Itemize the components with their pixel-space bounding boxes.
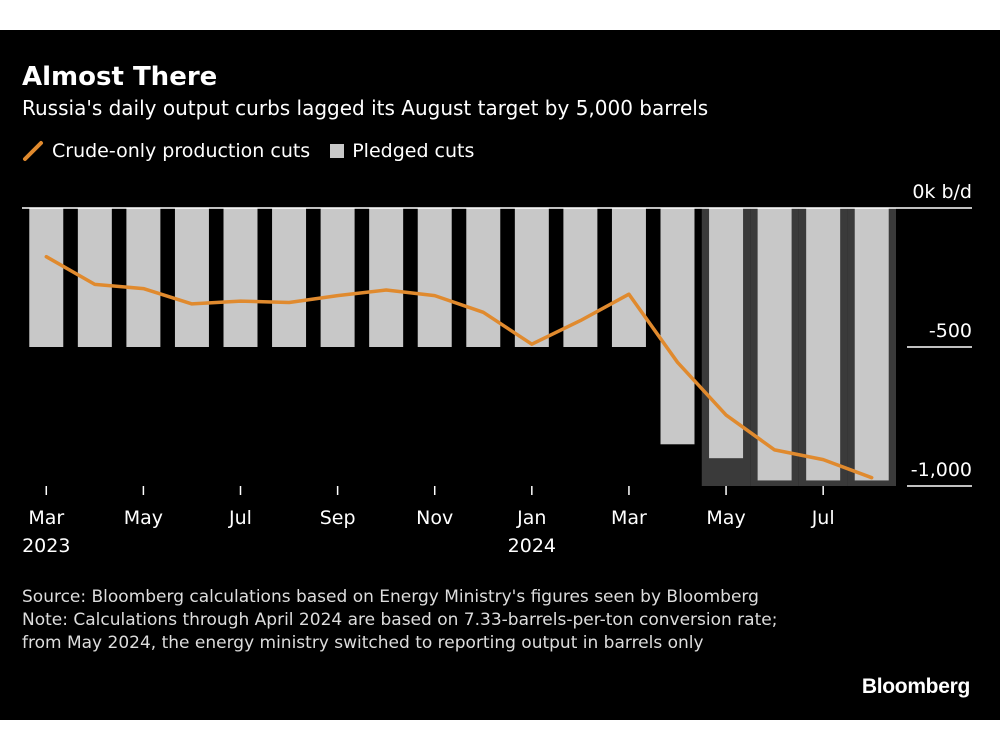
x-tick-label: Mar	[28, 507, 64, 529]
pledged-bar	[126, 208, 161, 347]
chart-footer: Source: Bloomberg calculations based on …	[22, 586, 782, 655]
chart-plot: 0k b/d -500 -1,000 Mar 2023 May Jul Sep Nov Jan 20…	[22, 181, 972, 557]
pledged-bar	[854, 208, 889, 481]
pledged-bar	[563, 208, 598, 347]
pledged-bar	[757, 208, 792, 481]
y-tick-label: -1,000	[911, 459, 972, 481]
legend-box-swatch	[330, 144, 345, 158]
legend-item-pledged-cuts: Pledged cuts	[330, 140, 474, 162]
pledged-bar	[29, 208, 64, 347]
pledged-bar	[320, 208, 355, 347]
x-tick-label: Jul	[228, 507, 252, 529]
pledged-bar	[709, 208, 744, 459]
legend-label-crude-cuts: Crude-only production cuts	[52, 140, 311, 162]
pledged-bar	[466, 208, 501, 347]
x-tick-year-label: 2024	[508, 535, 556, 557]
pledged-bar	[223, 208, 258, 347]
pledged-bar	[514, 208, 549, 347]
chart-card: Almost There Russia's daily output curbs…	[0, 30, 1000, 720]
x-tick-label: May	[706, 507, 745, 529]
y-tick-label: 0k b/d	[912, 181, 972, 203]
x-tick-year-label: 2023	[22, 535, 70, 557]
chart-legend: Crude-only production cuts Pledged cuts	[22, 140, 494, 162]
legend-line-swatch	[23, 141, 43, 161]
x-tick-label: Sep	[320, 507, 356, 529]
y-tick-label: -500	[929, 320, 972, 342]
x-tick-label: Nov	[416, 507, 453, 529]
pledged-bar	[660, 208, 695, 445]
chart-title: Almost There	[22, 62, 218, 92]
x-tick-label: Jan	[516, 507, 546, 529]
pledged-bar	[611, 208, 646, 347]
legend-item-crude-cuts: Crude-only production cuts	[22, 140, 310, 162]
x-tick-label: Jul	[811, 507, 835, 529]
bloomberg-logo: Bloomberg	[861, 675, 970, 698]
crude-cuts-line	[44, 254, 874, 480]
x-tick-label: May	[124, 507, 163, 529]
pledged-bar	[174, 208, 209, 347]
pledged-bar	[272, 208, 307, 347]
pledged-bar	[806, 208, 841, 481]
pledged-bar	[417, 208, 452, 347]
legend-label-pledged-cuts: Pledged cuts	[352, 140, 475, 162]
source-note: Source: Bloomberg calculations based on …	[22, 587, 759, 607]
pledged-bar	[369, 208, 404, 347]
x-tick-label: Mar	[611, 507, 647, 529]
chart-subtitle: Russia's daily output curbs lagged its A…	[22, 96, 709, 120]
methodology-note: Note: Calculations through April 2024 ar…	[22, 610, 778, 653]
